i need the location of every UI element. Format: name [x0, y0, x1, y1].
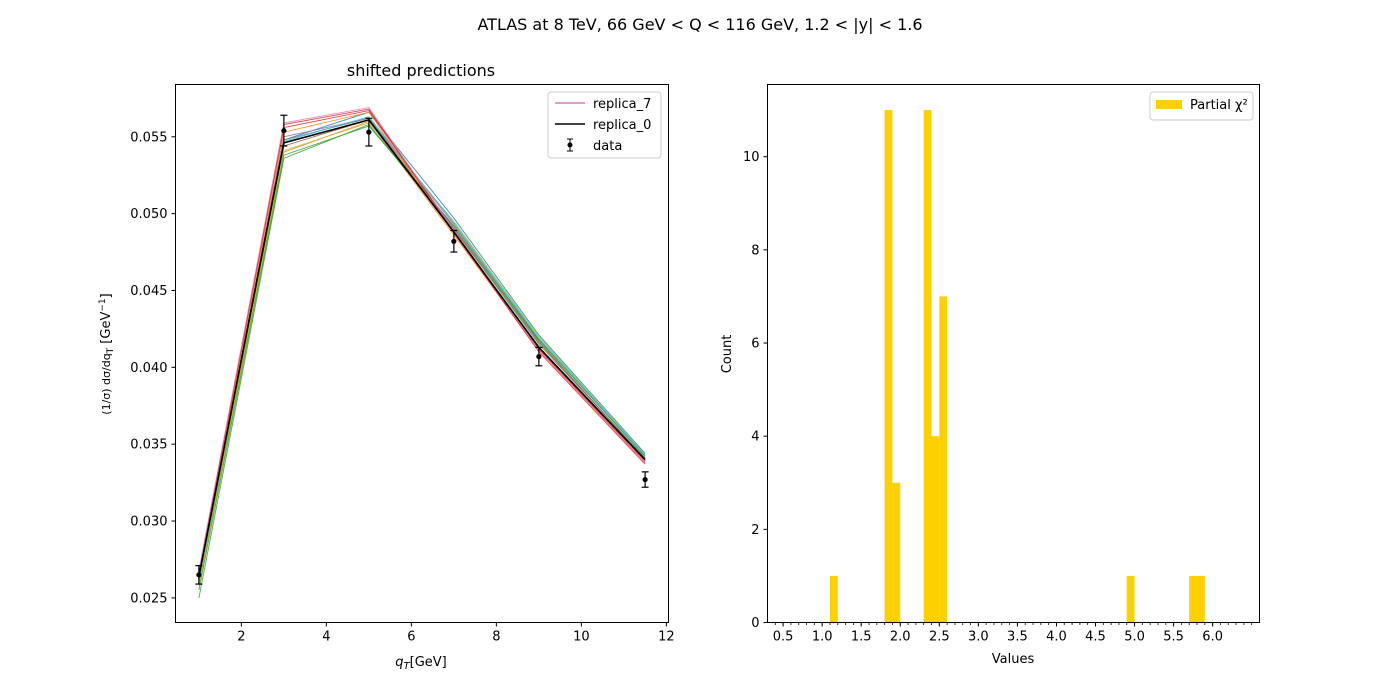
right-y-ticks: 0 2 4 6 8 10 [743, 150, 768, 631]
histogram-bar-8 [1197, 575, 1205, 623]
left-y-ticks: 0.025 0.030 0.035 0.040 0.045 0.050 0.055 [130, 130, 176, 606]
replica-line-13 [198, 118, 646, 577]
legend-swatch-partial-chi2 [1156, 100, 1182, 109]
right-xtick-label-10: 5.5 [1163, 630, 1184, 645]
replica-line-10 [198, 125, 646, 591]
right-plot-area [830, 110, 1205, 623]
data-point-5 [641, 471, 649, 488]
left-ytick-label-2: 0.035 [130, 438, 167, 453]
legend-label-data: data [593, 139, 622, 154]
left-line-chart: shifted predictions 2 4 6 8 10 12 0.0250.0300… [98, 61, 675, 672]
histogram-bar-5 [939, 296, 948, 623]
replica-line-12 [198, 107, 646, 571]
replica-line-0 [198, 111, 646, 580]
left-xtick-label-5: 12 [658, 630, 675, 645]
left-y-axis-label: (1/σ) dσ/dqT [GeV−1] [98, 293, 116, 414]
left-xtick-label-0: 2 [237, 630, 245, 645]
legend-swatch-data [567, 138, 573, 152]
right-legend-box [1149, 91, 1254, 121]
left-ytick-label-4: 0.045 [130, 284, 167, 299]
legend-label-partial-chi2: Partial χ² [1190, 98, 1248, 113]
left-legend: replica_7 replica_0 data [547, 91, 662, 159]
replica-line-2 [198, 123, 646, 598]
right-ytick-label-2: 4 [751, 430, 759, 445]
histogram-bar-2 [892, 482, 901, 623]
right-y-axis-label: Count [720, 335, 735, 374]
left-xtick-label-1: 4 [322, 630, 330, 645]
left-ytick-label-3: 0.040 [130, 361, 167, 376]
left-xtick-label-4: 10 [573, 630, 590, 645]
histogram-bar-1 [884, 110, 893, 623]
legend-label-replica-7: replica_7 [593, 97, 651, 112]
right-xtick-label-7: 4.0 [1046, 630, 1067, 645]
right-xtick-label-4: 2.5 [929, 630, 950, 645]
histogram-bar-6 [1126, 575, 1135, 623]
right-xtick-label-9: 5.0 [1124, 630, 1145, 645]
right-x-axis-label: Values [992, 652, 1035, 667]
right-legend: Partial χ² [1149, 91, 1254, 121]
replica-line-9 [198, 111, 646, 577]
right-xtick-label-2: 1.5 [851, 630, 872, 645]
right-ytick-label-5: 10 [743, 150, 760, 165]
left-ytick-label-6: 0.055 [130, 130, 167, 145]
right-ytick-label-3: 6 [751, 337, 759, 352]
left-legend-box [547, 91, 662, 159]
left-chart-title: shifted predictions [347, 61, 495, 80]
data-point-4 [535, 346, 543, 367]
right-xtick-label-0: 0.5 [773, 630, 794, 645]
right-xtick-label-8: 4.5 [1085, 630, 1106, 645]
replica-line-7 [198, 122, 646, 585]
data-point-0 [195, 565, 203, 585]
data-point-3 [450, 229, 458, 253]
right-histogram-chart: 0.5 1.0 1.5 2.0 2.5 3.0 3.5 4.0 4.5 5.0 5.5 6.0 0 2 4… [720, 84, 1260, 667]
left-x-axis-label: qT[GeV] [395, 655, 446, 672]
right-xtick-label-1: 1.0 [812, 630, 833, 645]
data-point-2 [365, 117, 373, 147]
right-ytick-label-1: 2 [751, 523, 759, 538]
histogram-bar-4 [931, 436, 940, 623]
histogram-bar-7 [1189, 575, 1197, 623]
right-xtick-label-6: 3.5 [1007, 630, 1028, 645]
legend-label-replica-0: replica_0 [593, 118, 651, 133]
right-x-ticks: 0.5 1.0 1.5 2.0 2.5 3.0 3.5 4.0 4.5 5.0 5.5 6.0 [773, 622, 1253, 645]
replica-line-6 [198, 117, 646, 578]
left-plot-area [195, 107, 649, 598]
figure-suptitle: ATLAS at 8 TeV, 66 GeV < Q < 116 GeV, 1.… [477, 15, 922, 34]
left-xtick-label-3: 8 [492, 630, 500, 645]
replica-line-3 [198, 110, 646, 574]
left-x-ticks: 2 4 6 8 10 12 [237, 622, 675, 645]
left-ytick-label-5: 0.050 [130, 207, 167, 222]
right-xtick-label-11: 6.0 [1202, 630, 1223, 645]
histogram-bar-3 [923, 110, 932, 623]
left-ytick-label-1: 0.030 [130, 515, 167, 530]
right-axes-frame [767, 84, 1260, 623]
right-ytick-label-4: 8 [751, 243, 759, 258]
right-ytick-label-0: 0 [751, 616, 759, 631]
right-xtick-label-5: 3.0 [968, 630, 989, 645]
right-xtick-label-3: 2.0 [890, 630, 911, 645]
left-ytick-label-0: 0.025 [130, 591, 167, 606]
left-xtick-label-2: 6 [407, 630, 415, 645]
data-point-1 [280, 114, 288, 147]
histogram-bar-0 [830, 575, 838, 623]
left-axes-frame [175, 84, 669, 623]
